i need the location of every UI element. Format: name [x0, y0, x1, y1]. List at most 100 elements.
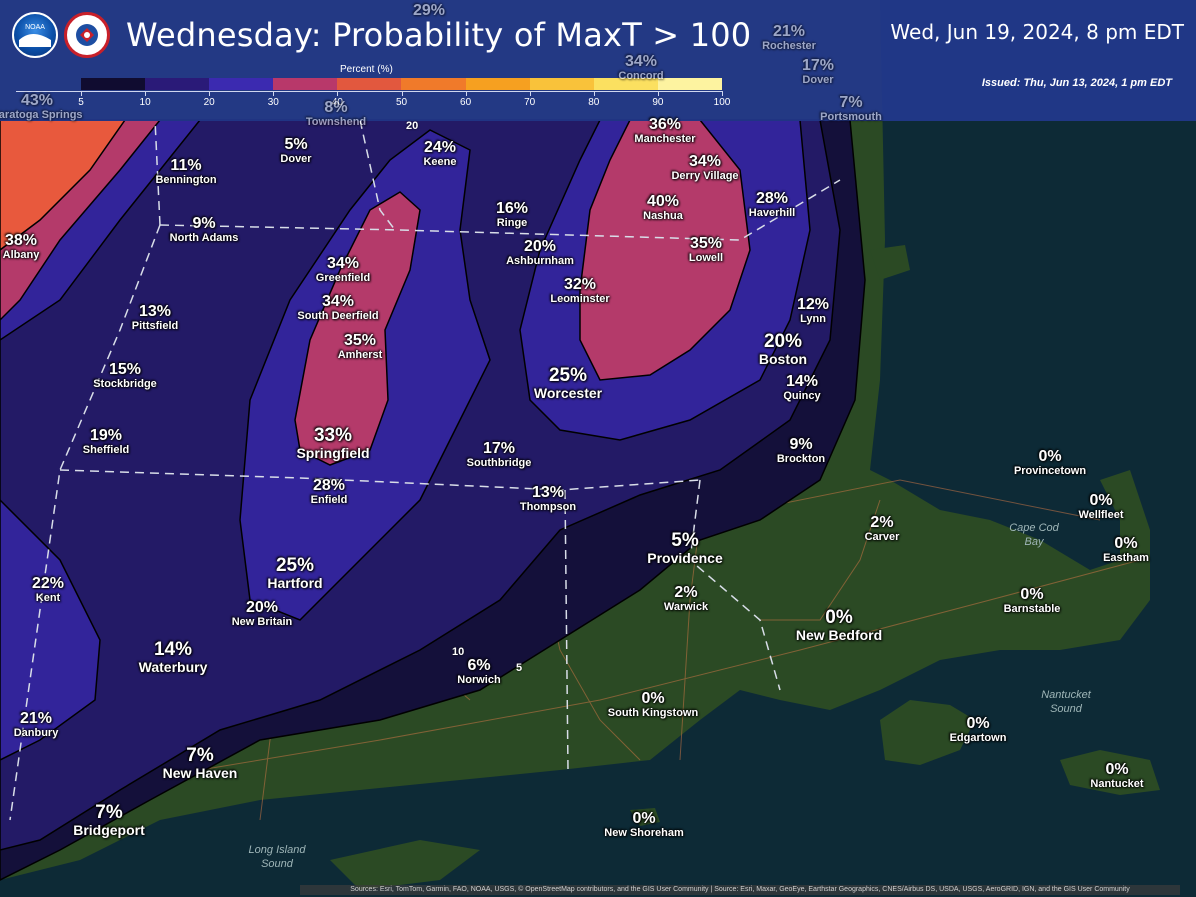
place-label-bridgeport[interactable]: 7% Bridgeport — [73, 802, 145, 838]
header-bar: NOAA Wednesday: Probability of MaxT > 10… — [0, 0, 1196, 121]
place-label-bennington[interactable]: 11% Bennington — [155, 157, 217, 186]
place-label-barnstable[interactable]: 0% Barnstable — [1003, 586, 1061, 615]
legend-swatch — [593, 78, 658, 90]
place-label-quincy[interactable]: 14% Quincy — [783, 373, 821, 402]
place-label-townshend: 8% Townshend — [305, 99, 367, 128]
noaa-logo: NOAA — [12, 12, 58, 58]
place-label-nashua[interactable]: 40% Nashua — [643, 193, 683, 222]
place-label-pittsfield[interactable]: 13% Pittsfield — [131, 303, 179, 332]
place-label-providence[interactable]: 5% Providence — [647, 530, 723, 566]
legend-swatch — [273, 78, 338, 90]
place-label-manchester[interactable]: 36% Manchester — [634, 116, 696, 145]
place-label-kent[interactable]: 22% Kent — [31, 575, 65, 604]
place-label-new-shoreham[interactable]: 0% New Shoreham — [604, 810, 684, 839]
map-title: Wednesday: Probability of MaxT > 100 — [126, 16, 752, 54]
legend-tick — [401, 91, 403, 96]
place-label-boston[interactable]: 20% Boston — [758, 331, 808, 367]
place-label-warwick[interactable]: 2% Warwick — [663, 584, 709, 613]
valid-time: Wed, Jun 19, 2024, 8 pm EDT — [890, 20, 1184, 44]
place-label-edgartown[interactable]: 0% Edgartown — [949, 715, 1007, 744]
place-label-portsmouth: 7% Portsmouth — [820, 94, 882, 123]
place-label-sheffield[interactable]: 19% Sheffield — [82, 427, 130, 456]
legend-swatch — [401, 78, 466, 90]
state-borders — [9, 119, 841, 821]
band-30-40-central — [294, 191, 421, 466]
place-label-nantucket[interactable]: 0% Nantucket — [1090, 761, 1144, 790]
legend-tick-label: 50 — [395, 97, 408, 108]
place-label-haverhill[interactable]: 28% Haverhill — [748, 190, 796, 219]
place-label-south-deerfield[interactable]: 34% South Deerfield — [297, 293, 379, 322]
legend-color-bar — [81, 78, 722, 90]
legend-tick — [722, 91, 723, 96]
legend-tick-label: 70 — [524, 97, 536, 108]
place-label-lynn[interactable]: 12% Lynn — [796, 296, 830, 325]
place-label-concord: 34% Concord — [618, 53, 664, 82]
legend-tick-label: 10 — [139, 97, 151, 108]
place-label-worcester[interactable]: 25% Worcester — [533, 365, 603, 401]
svg-text:NOAA: NOAA — [25, 24, 45, 31]
legend-swatch — [209, 78, 274, 90]
legend-swatch — [465, 78, 530, 90]
place-label-new-bedford[interactable]: 0% New Bedford — [795, 607, 883, 643]
place-label-brockton[interactable]: 9% Brockton — [776, 436, 826, 465]
legend-swatch — [145, 78, 210, 90]
legend-axis — [16, 91, 722, 92]
band-20-30-west — [0, 498, 101, 761]
place-label-new-haven[interactable]: 7% New Haven — [162, 745, 238, 781]
place-label-ashburnham[interactable]: 20% Ashburnham — [506, 238, 574, 267]
legend-tick — [593, 91, 595, 96]
place-label-rochester: 21% Rochester — [762, 23, 816, 52]
issued-time: Issued: Thu, Jun 13, 2024, 1 pm EDT — [981, 77, 1172, 89]
place-label-ringe[interactable]: 16% Ringe — [495, 200, 529, 229]
place-label-derry-village[interactable]: 34% Derry Village — [671, 153, 739, 182]
legend-tick — [81, 91, 82, 96]
place-label-greenfield[interactable]: 34% Greenfield — [315, 255, 371, 284]
place-label-wellfleet[interactable]: 0% Wellfleet — [1078, 492, 1124, 521]
legend-tick-label: 100 — [713, 97, 731, 108]
place-label-springfield[interactable]: 33% Springfield — [296, 425, 370, 461]
place-label-hartford[interactable]: 25% Hartford — [267, 555, 323, 591]
water-label-cape-cod-bay: Cape Cod Bay — [1009, 522, 1059, 548]
water-label-nantucket-sound: Nantucket Sound — [1041, 689, 1091, 715]
place-label-amherst[interactable]: 35% Amherst — [337, 332, 383, 361]
place-label-eastham[interactable]: 0% Eastham — [1103, 535, 1149, 564]
place-label-lowell[interactable]: 35% Lowell — [688, 235, 724, 264]
place-label-thompson[interactable]: 13% Thompson — [519, 484, 577, 513]
legend-tick — [337, 91, 339, 96]
legend-tick-label: 40 — [331, 97, 343, 108]
legend-tick — [145, 91, 147, 96]
legend-tick — [657, 91, 659, 96]
place-label-carver[interactable]: 2% Carver — [864, 514, 900, 543]
band-30-40-east — [579, 119, 751, 381]
place-label: 29% — [412, 2, 446, 19]
place-label-dover-nh: 17% Dover — [801, 57, 835, 86]
legend-tick-label: 5 — [78, 97, 84, 108]
place-label-new-britain[interactable]: 20% New Britain — [231, 599, 293, 628]
place-label-stockbridge[interactable]: 15% Stockbridge — [93, 361, 157, 390]
place-label-north-adams[interactable]: 9% North Adams — [169, 215, 239, 244]
place-label-saratoga: 43% Saratoga Springs — [0, 92, 83, 121]
legend-tick — [209, 91, 211, 96]
place-label-waterbury[interactable]: 14% Waterbury — [138, 639, 208, 675]
place-label-dover[interactable]: 5% Dover — [280, 136, 312, 165]
legend-tick-label: 60 — [460, 97, 472, 108]
legend-title: Percent (%) — [340, 64, 393, 75]
place-label-provincetown[interactable]: 0% Provincetown — [1013, 448, 1087, 477]
legend-tick-label: 80 — [588, 97, 600, 108]
legend-tick-label: 30 — [267, 97, 279, 108]
contour-label: 20 — [406, 120, 419, 132]
place-label-enfield[interactable]: 28% Enfield — [310, 477, 348, 506]
place-label-albany[interactable]: 38% Albany — [2, 232, 40, 261]
place-label-south-kingstown[interactable]: 0% South Kingstown — [607, 690, 699, 719]
place-label-leominster[interactable]: 32% Leominster — [550, 276, 610, 305]
place-label-keene[interactable]: 24% Keene — [423, 139, 457, 168]
place-label-norwich[interactable]: 6% Norwich — [457, 657, 501, 686]
contour-label: 10 — [452, 646, 465, 658]
place-label-danbury[interactable]: 21% Danbury — [13, 710, 59, 739]
place-label-southbridge[interactable]: 17% Southbridge — [466, 440, 532, 469]
nws-logo — [64, 12, 110, 58]
legend-tick-label: 20 — [203, 97, 215, 108]
contour-label: 5 — [516, 662, 523, 674]
legend-tick — [465, 91, 467, 96]
